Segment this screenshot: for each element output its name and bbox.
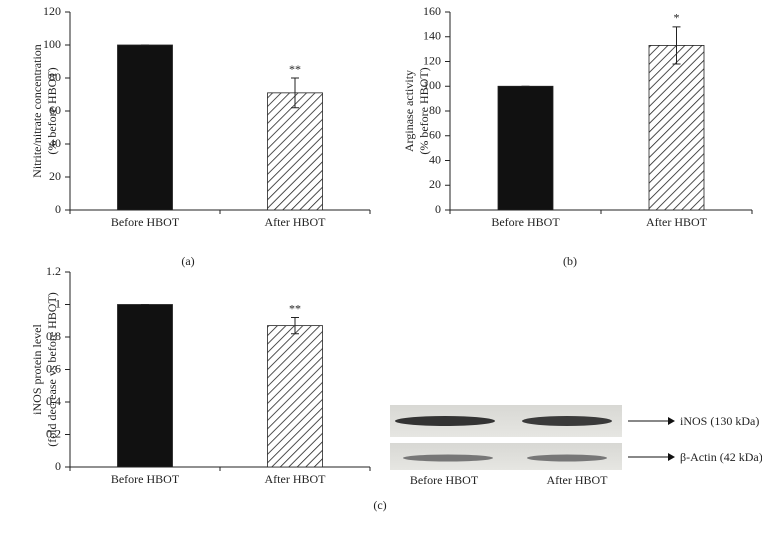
western-blot: iNOS (130 kDa) β-Actin (42 kDa) Before H… <box>390 405 762 487</box>
blot-band <box>522 416 612 426</box>
y-tick-label: 0 <box>55 459 61 473</box>
y-tick-label: 0.4 <box>46 394 61 408</box>
band-label: β-Actin (42 kDa) <box>680 450 762 464</box>
y-tick-label: 0.8 <box>46 329 61 343</box>
x-tick-label: After HBOT <box>646 215 708 229</box>
bar <box>648 45 705 211</box>
y-tick-label: 100 <box>43 37 61 51</box>
y-tick-label: 120 <box>43 4 61 18</box>
arrow-head <box>668 417 675 425</box>
y-tick-label: 100 <box>423 78 441 92</box>
y-tick-label: 80 <box>49 70 61 84</box>
blot-band <box>395 416 495 426</box>
significance-label: * <box>674 11 680 25</box>
panel-caption: (c) <box>373 498 386 512</box>
bar <box>497 85 554 211</box>
blot-band <box>527 454 607 462</box>
arrow-head <box>668 453 675 461</box>
band-label: iNOS (130 kDa) <box>680 414 759 428</box>
y-tick-label: 1.2 <box>46 264 61 278</box>
y-tick-label: 0 <box>435 202 441 216</box>
bar <box>267 325 323 468</box>
error-bar <box>291 77 299 109</box>
x-tick-label: Before HBOT <box>111 472 180 486</box>
y-tick-label: 20 <box>429 177 441 191</box>
y-tick-label: 160 <box>423 4 441 18</box>
y-axis-label: (% before HBOT) <box>417 67 431 154</box>
significance-label: ** <box>289 301 301 315</box>
y-tick-label: 120 <box>423 53 441 67</box>
x-tick-label: After HBOT <box>265 215 327 229</box>
y-tick-label: 60 <box>429 128 441 142</box>
y-axis-label: (fold decrease vs before HBOT) <box>45 292 59 447</box>
lane-label: After HBOT <box>547 473 609 487</box>
y-tick-label: 40 <box>429 152 441 166</box>
error-bar <box>291 317 299 335</box>
y-tick-label: 0 <box>55 202 61 216</box>
error-bar <box>672 26 681 65</box>
significance-label: ** <box>289 62 301 76</box>
y-tick-label: 0.2 <box>46 426 61 440</box>
y-axis-label: Nitrite/nitrate concentration <box>30 44 44 178</box>
panel-caption: (a) <box>181 254 194 268</box>
blot-band <box>403 454 493 462</box>
y-tick-label: 60 <box>49 103 61 117</box>
y-tick-label: 20 <box>49 169 61 183</box>
y-axis-label: iNOS protein level <box>30 324 44 415</box>
x-tick-label: Before HBOT <box>491 215 560 229</box>
y-tick-label: 140 <box>423 29 441 43</box>
y-axis-label: (% before HBOT) <box>45 67 59 154</box>
y-tick-label: 1 <box>55 296 61 310</box>
y-tick-label: 80 <box>429 103 441 117</box>
x-tick-label: Before HBOT <box>111 215 180 229</box>
panel-caption: (b) <box>563 254 577 268</box>
y-axis-label: Arginase activity <box>402 70 416 152</box>
y-tick-label: 0.6 <box>46 361 61 375</box>
bar <box>267 92 323 211</box>
bar <box>117 44 173 211</box>
bar <box>117 304 173 468</box>
y-tick-label: 40 <box>49 136 61 150</box>
lane-label: Before HBOT <box>410 473 479 487</box>
x-tick-label: After HBOT <box>265 472 327 486</box>
